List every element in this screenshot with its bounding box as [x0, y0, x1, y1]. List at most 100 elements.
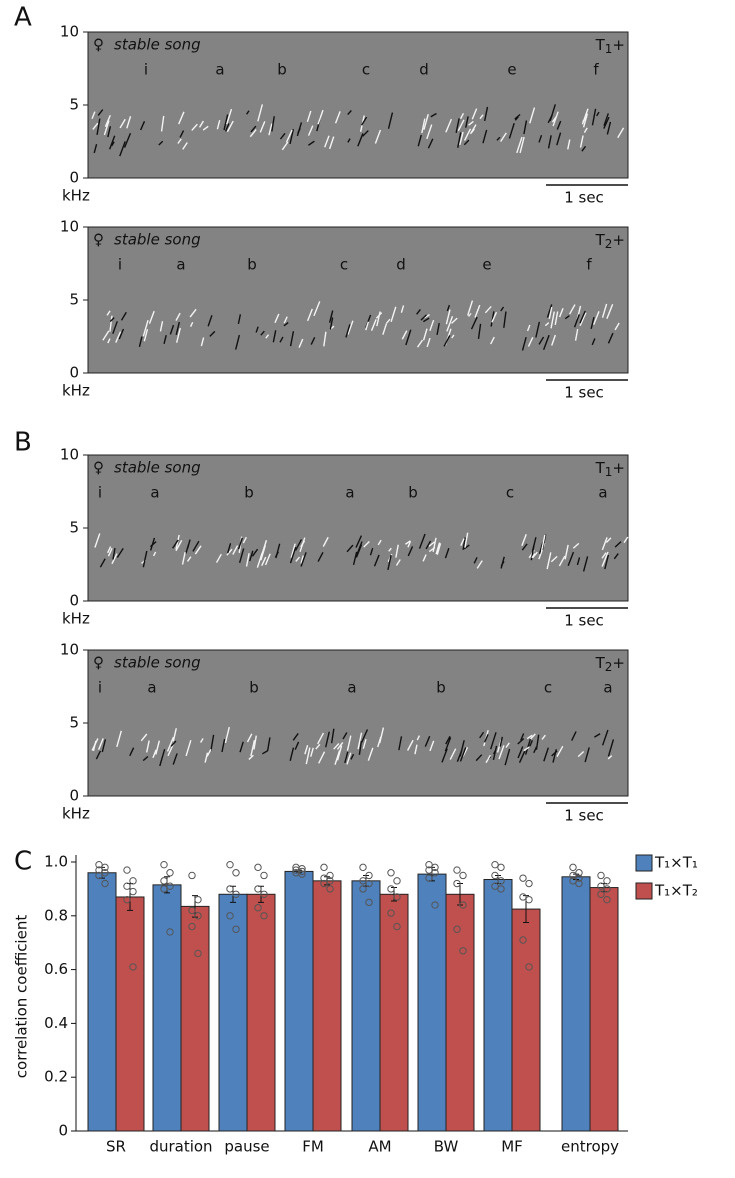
spectrogram-texture — [265, 334, 270, 339]
spectrogram-texture — [238, 548, 245, 564]
spectrogram-texture — [436, 323, 440, 336]
syllable-label: b — [408, 484, 418, 502]
spectrogram-texture — [182, 142, 188, 150]
spectrogram-texture — [107, 338, 111, 344]
syllable-label: c — [544, 679, 552, 697]
spectrogram-texture — [374, 129, 382, 144]
spectrogram-texture — [139, 121, 146, 131]
spectrogram-texture — [388, 547, 392, 552]
data-point — [393, 877, 401, 885]
data-point — [431, 901, 439, 909]
spectrogram-texture — [260, 545, 266, 561]
spectrogram-texture — [148, 310, 155, 324]
spectrogram-texture — [407, 546, 414, 557]
spectrogram-texture — [432, 537, 437, 552]
spectrogram-texture — [605, 537, 612, 543]
spectrogram-texture — [417, 134, 422, 147]
spectrogram-texture — [289, 747, 295, 761]
data-point — [194, 895, 202, 904]
spectrogram-texture — [266, 737, 271, 751]
spectrogram-texture — [601, 551, 609, 567]
spectrogram-texture — [429, 740, 435, 752]
spectrogram-texture — [328, 310, 334, 323]
spectrogram-texture — [500, 556, 505, 569]
data-point — [569, 863, 577, 872]
spectrogram-texture — [245, 553, 250, 567]
spectrogram-texture — [209, 330, 216, 337]
x-tick-label: BW — [434, 1138, 459, 1156]
spectrogram-texture — [416, 309, 421, 315]
spectrogram-texture — [463, 544, 470, 550]
spectrogram-texture — [257, 104, 264, 122]
spectrogram-texture — [226, 108, 233, 125]
spectrogram-texture — [118, 328, 125, 340]
spectrogram-texture — [352, 551, 358, 566]
spectrogram-texture — [520, 733, 525, 741]
spectrogram-texture — [551, 115, 558, 123]
spectrogram-texture — [97, 738, 104, 750]
syllable-label: c — [340, 256, 348, 274]
spectrogram-texture — [591, 338, 596, 346]
spectrogram-texture — [407, 541, 412, 548]
spectrogram-texture — [275, 543, 281, 559]
y-axis-label: kHz — [62, 382, 90, 400]
spectrogram-texture — [334, 750, 341, 765]
spectrogram-texture — [224, 726, 230, 744]
spectrogram-texture — [556, 745, 564, 757]
syllable-label: b — [249, 679, 259, 697]
spectrogram-texture — [508, 123, 515, 139]
spectrogram-texture — [112, 548, 116, 560]
tag: T2+ — [595, 654, 625, 674]
legend-swatch — [635, 854, 653, 872]
y-tick-label: 10 — [60, 23, 79, 41]
spectrogram-texture — [420, 314, 428, 321]
spectrogram — [87, 454, 629, 602]
syllable-label: i — [98, 484, 102, 502]
data-point — [393, 893, 401, 901]
scale-label: 1 sec — [564, 612, 604, 630]
panel-label: A — [14, 3, 32, 33]
spectrogram-texture — [93, 143, 98, 154]
data-point — [320, 879, 328, 888]
data-point — [365, 879, 373, 888]
spectrogram-texture — [172, 753, 178, 765]
spectrogram-texture — [444, 547, 450, 559]
spectrogram-texture — [142, 320, 149, 337]
spectrogram-texture — [564, 315, 570, 320]
data-point — [260, 912, 268, 920]
data-point — [320, 874, 328, 882]
spectrogram-texture — [405, 540, 411, 545]
data-point — [575, 869, 583, 877]
spectrogram-texture — [185, 544, 190, 554]
data-point — [254, 885, 262, 893]
spectrogram-texture — [531, 551, 538, 559]
spectrogram-texture — [107, 547, 113, 557]
spectrogram-texture — [547, 135, 552, 149]
spectrogram-texture — [109, 315, 113, 332]
spectrogram-texture — [499, 736, 504, 747]
data-point — [123, 866, 131, 874]
spectrogram-texture — [483, 106, 489, 122]
spectrogram-texture — [159, 749, 166, 767]
tag: T2+ — [595, 231, 625, 251]
data-point — [491, 882, 499, 890]
spectrogram-texture — [181, 552, 186, 565]
spectrogram-texture — [199, 738, 204, 743]
spectrogram-texture — [313, 301, 321, 317]
data-point — [359, 877, 367, 885]
data-point — [188, 906, 196, 915]
y-axis-label: kHz — [62, 805, 90, 823]
syllable-label: a — [176, 256, 185, 274]
spectrogram-texture — [216, 120, 221, 130]
spectrogram-texture — [524, 738, 532, 755]
spectrogram-texture — [336, 742, 344, 750]
bar — [312, 880, 342, 1132]
data-point — [597, 890, 605, 898]
data-point — [188, 922, 196, 931]
y-tick-label: 0 — [69, 592, 79, 610]
bar — [589, 887, 619, 1132]
x-tick-label: MF — [501, 1138, 523, 1156]
spectrogram-texture — [558, 555, 566, 567]
spectrogram-texture — [550, 311, 555, 329]
